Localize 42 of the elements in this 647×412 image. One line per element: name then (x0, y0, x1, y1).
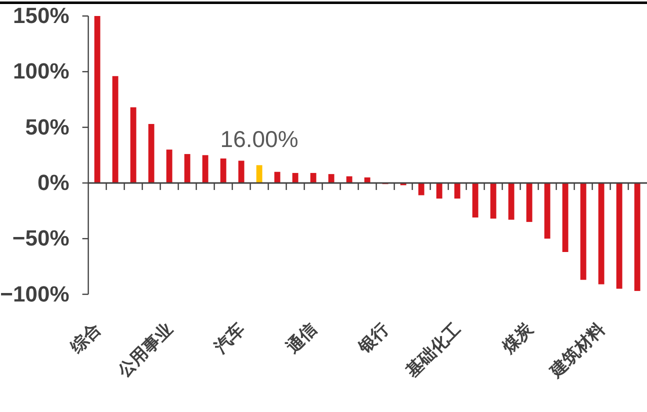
x-tick-label: 公用事业 (114, 319, 176, 382)
y-tick-label: −50% (12, 226, 70, 251)
x-tick-label: 煤炭 (498, 318, 537, 358)
bar (544, 182, 550, 239)
bar (310, 172, 316, 183)
bar (454, 182, 460, 199)
bar (616, 182, 622, 289)
bar (274, 172, 280, 183)
data-label: 16.00% (220, 126, 298, 152)
x-tick-label: 银行 (354, 319, 392, 358)
y-tick-label: 100% (13, 58, 70, 84)
x-tick-label: 通信 (282, 319, 320, 358)
bar (562, 182, 568, 252)
bar (256, 165, 262, 183)
bar (202, 155, 208, 183)
bar (472, 182, 478, 218)
bar (328, 174, 334, 183)
bar (418, 182, 424, 196)
y-tick-label: 50% (25, 114, 70, 140)
bar (220, 158, 226, 183)
x-tick-label: 基础化工 (402, 319, 464, 382)
bar (436, 182, 442, 199)
bar (634, 182, 640, 291)
bar (580, 182, 586, 280)
x-tick-label: 汽车 (210, 319, 248, 358)
bar (292, 172, 298, 183)
bar (508, 182, 514, 220)
bar (526, 182, 532, 222)
bar (490, 182, 496, 219)
bar (148, 124, 154, 183)
bar (130, 107, 136, 183)
bar (184, 154, 190, 183)
x-tick-label: 综合 (66, 319, 104, 358)
y-tick-label: −100% (0, 281, 70, 306)
bar (112, 76, 118, 183)
bar (598, 182, 604, 284)
x-tick-label: 建筑材料 (545, 319, 608, 382)
y-tick-label: 0% (38, 170, 70, 196)
bar (166, 150, 172, 183)
y-tick-label: 150% (13, 3, 70, 28)
bar (94, 16, 100, 183)
bar (238, 160, 244, 183)
